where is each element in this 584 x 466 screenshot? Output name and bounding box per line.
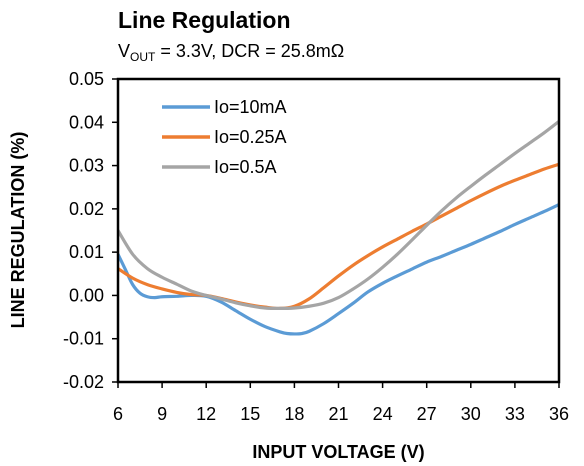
subtitle-prefix: V — [118, 41, 130, 61]
series-line-1 — [118, 202, 559, 336]
y-tick-label: 0.05 — [69, 69, 104, 89]
y-axis-label: LINE REGULATION (%) — [8, 132, 28, 329]
y-tick-label: -0.01 — [63, 329, 104, 349]
x-tick-label: 12 — [196, 404, 216, 424]
x-tick-label: 15 — [240, 404, 260, 424]
y-tick-label: 0.00 — [69, 285, 104, 305]
subtitle-subscript: OUT — [130, 50, 156, 64]
y-tick-label: 0.01 — [69, 242, 104, 262]
x-tick-label: 6 — [113, 404, 123, 424]
y-tick-label: 0.02 — [69, 199, 104, 219]
x-tick-label: 18 — [284, 404, 304, 424]
x-tick-label: 9 — [157, 404, 167, 424]
legend-label-3: Io=0.5A — [214, 157, 277, 177]
x-tick-label: 24 — [373, 404, 393, 424]
y-tick-label: 0.04 — [69, 112, 104, 132]
x-tick-label: 21 — [328, 404, 348, 424]
x-axis: 6 9 12 15 18 21 24 27 30 33 36 — [113, 382, 569, 424]
y-axis: -0.02 -0.01 0.00 0.01 0.02 0.03 0.04 0.05 — [63, 69, 118, 392]
series-line-3 — [118, 119, 559, 311]
series-line-2 — [118, 162, 559, 311]
y-tick-label: -0.02 — [63, 372, 104, 392]
x-tick-label: 27 — [417, 404, 437, 424]
series-layer — [118, 119, 559, 336]
x-tick-label: 33 — [505, 404, 525, 424]
legend-label-1: Io=10mA — [214, 97, 287, 117]
y-tick-label: 0.03 — [69, 156, 104, 176]
x-tick-label: 30 — [461, 404, 481, 424]
x-axis-label: INPUT VOLTAGE (V) — [252, 442, 424, 462]
chart-title: Line Regulation — [118, 7, 291, 33]
subtitle-suffix: = 3.3V, DCR = 25.8mΩ — [155, 41, 344, 61]
legend: Io=10mA Io=0.25A Io=0.5A — [141, 92, 353, 178]
chart-subtitle: VOUT = 3.3V, DCR = 25.8mΩ — [118, 41, 344, 64]
legend-label-2: Io=0.25A — [214, 127, 287, 147]
x-tick-label: 36 — [549, 404, 569, 424]
